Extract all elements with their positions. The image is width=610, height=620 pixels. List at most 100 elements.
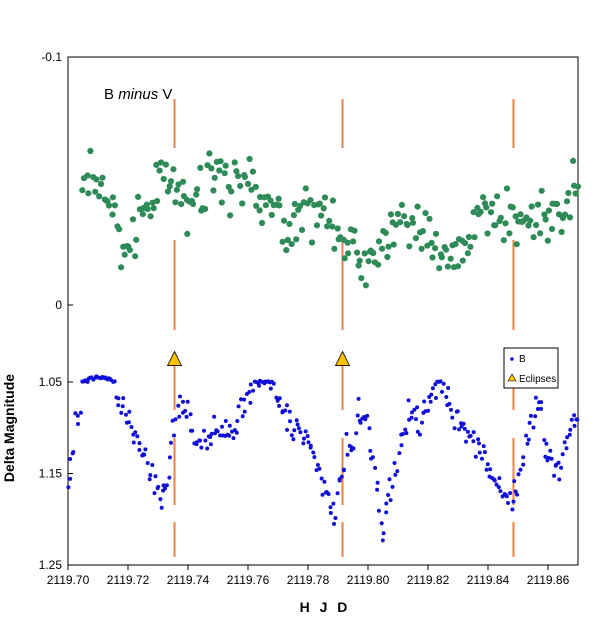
data-point	[530, 234, 537, 241]
y-tick-label: 1.05	[39, 375, 63, 389]
data-point	[452, 241, 459, 248]
data-point	[217, 158, 224, 165]
x-tick-label: 2119.80	[347, 573, 390, 587]
data-point	[203, 438, 208, 443]
data-point	[220, 424, 224, 429]
data-point	[384, 510, 389, 515]
data-point	[440, 389, 444, 394]
data-point	[539, 406, 543, 411]
data-point	[208, 442, 213, 447]
data-point	[167, 475, 172, 480]
data-point	[552, 473, 557, 478]
data-point	[236, 404, 241, 409]
data-point	[516, 472, 521, 477]
data-point	[202, 205, 209, 213]
data-point	[409, 215, 416, 222]
data-point	[277, 396, 282, 401]
data-point	[461, 240, 469, 247]
data-point	[202, 428, 206, 433]
x-tick-label: 2119.72	[107, 573, 150, 587]
data-point	[112, 379, 117, 384]
data-point	[197, 164, 204, 171]
data-point	[164, 483, 169, 488]
data-point	[156, 167, 163, 174]
data-point	[96, 193, 103, 200]
data-point	[555, 211, 563, 218]
data-point	[133, 236, 140, 243]
data-point	[513, 489, 518, 494]
data-point	[512, 213, 519, 220]
data-point	[428, 399, 433, 404]
data-point	[477, 450, 482, 455]
data-point	[449, 407, 453, 412]
data-point	[291, 200, 298, 208]
data-point	[428, 239, 435, 246]
data-point	[332, 521, 336, 526]
data-point	[185, 399, 190, 404]
data-point	[533, 414, 538, 419]
data-point	[378, 245, 386, 252]
data-point	[484, 230, 491, 237]
b-series	[66, 374, 580, 543]
data-point	[531, 425, 536, 430]
data-point	[341, 255, 348, 262]
data-point	[384, 501, 389, 506]
data-point	[392, 461, 397, 465]
data-point	[126, 246, 133, 254]
data-point	[144, 206, 151, 213]
data-point	[361, 250, 368, 257]
data-point	[414, 203, 421, 210]
data-point	[565, 189, 572, 197]
legend-b-label: B	[519, 354, 526, 365]
data-point	[135, 434, 140, 439]
data-point	[302, 436, 306, 441]
data-point	[188, 412, 193, 417]
data-point	[285, 427, 289, 432]
data-point	[317, 466, 322, 471]
data-point	[373, 465, 378, 470]
data-point	[572, 413, 577, 418]
data-point	[247, 390, 252, 394]
data-point	[249, 168, 256, 175]
data-point	[527, 217, 534, 224]
data-point	[271, 381, 276, 386]
data-point	[356, 257, 363, 264]
data-point	[467, 243, 474, 250]
data-point	[84, 172, 91, 179]
data-point	[557, 477, 562, 482]
data-point	[97, 180, 105, 188]
data-point	[157, 159, 165, 166]
data-point	[326, 217, 333, 224]
data-point	[525, 222, 532, 229]
data-point	[329, 223, 336, 230]
data-point	[246, 155, 253, 163]
data-point	[542, 438, 547, 442]
data-point	[339, 474, 344, 479]
data-point	[326, 492, 331, 496]
data-point	[231, 436, 236, 441]
data-point	[498, 489, 503, 494]
data-point	[556, 460, 561, 465]
data-point	[93, 176, 100, 183]
data-point	[71, 450, 76, 454]
data-point	[432, 230, 440, 237]
data-point	[312, 455, 317, 460]
data-point	[184, 230, 191, 237]
data-point	[508, 491, 513, 495]
eclipse-marker	[166, 350, 183, 366]
data-point	[68, 476, 73, 481]
data-point	[248, 382, 253, 387]
data-point	[242, 409, 247, 414]
data-point	[454, 263, 462, 270]
data-point	[150, 205, 157, 212]
data-point	[153, 161, 160, 168]
data-point	[354, 249, 361, 256]
data-point	[350, 238, 357, 245]
bminusv-series	[79, 147, 582, 289]
data-point	[319, 476, 324, 481]
data-point	[345, 452, 350, 457]
data-point	[399, 443, 404, 448]
data-point	[358, 420, 363, 425]
data-point	[294, 418, 299, 423]
data-point	[422, 210, 429, 217]
